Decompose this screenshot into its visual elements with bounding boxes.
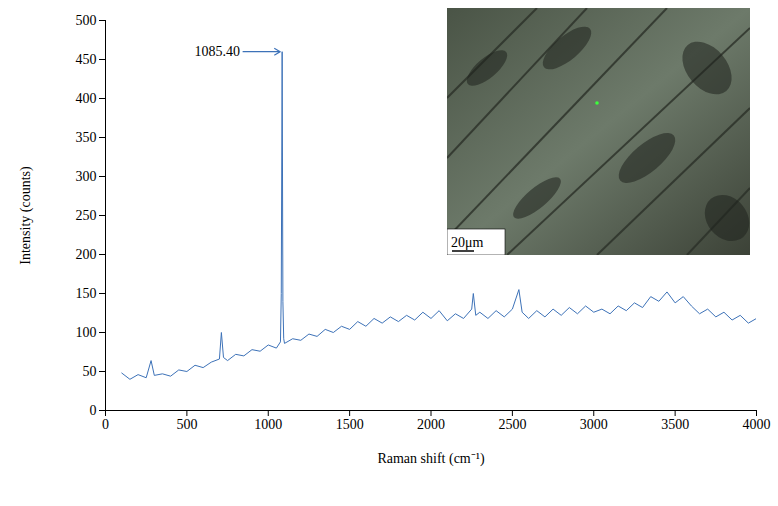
- svg-text:450: 450: [76, 52, 97, 67]
- svg-text:2500: 2500: [498, 417, 526, 432]
- svg-text:500: 500: [176, 417, 197, 432]
- svg-text:250: 250: [76, 208, 97, 223]
- svg-text:Raman shift (cm⁻¹): Raman shift (cm⁻¹): [377, 451, 485, 467]
- svg-text:50: 50: [83, 364, 97, 379]
- svg-text:150: 150: [76, 286, 97, 301]
- svg-text:0: 0: [102, 417, 109, 432]
- svg-text:1000: 1000: [254, 417, 282, 432]
- svg-text:4000: 4000: [743, 417, 771, 432]
- svg-text:200: 200: [76, 247, 97, 262]
- svg-text:1085.40: 1085.40: [195, 44, 241, 59]
- svg-text:3000: 3000: [580, 417, 608, 432]
- svg-text:300: 300: [76, 169, 97, 184]
- svg-text:400: 400: [76, 91, 97, 106]
- svg-text:1500: 1500: [336, 417, 364, 432]
- svg-text:20μm: 20μm: [451, 235, 484, 250]
- svg-text:2000: 2000: [417, 417, 445, 432]
- svg-text:350: 350: [76, 130, 97, 145]
- svg-text:3500: 3500: [661, 417, 689, 432]
- svg-text:100: 100: [76, 325, 97, 340]
- svg-text:500: 500: [76, 13, 97, 28]
- svg-text:0: 0: [90, 403, 97, 418]
- svg-text:Intensity (counts): Intensity (counts): [18, 166, 34, 265]
